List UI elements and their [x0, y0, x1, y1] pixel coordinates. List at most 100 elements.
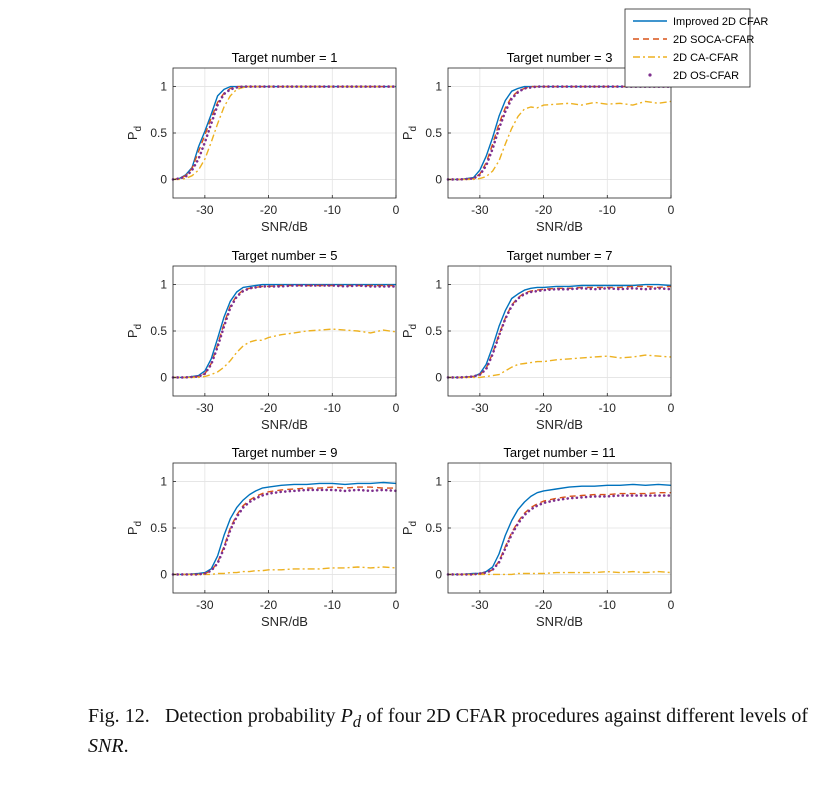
x-tick-label: -10: [599, 598, 617, 612]
caption-text-2: of four 2D CFAR procedures against diffe…: [366, 705, 809, 727]
subplot-title: Target number = 7: [507, 248, 613, 263]
subplot-5: -30 -20 -10 0 0 0.5 1 Target number = 9 SNR/dB Pd: [125, 445, 400, 629]
legend-label: 2D SOCA-CFAR: [673, 34, 754, 46]
x-tick-label: 0: [668, 598, 675, 612]
y-tick-label: 1: [435, 80, 442, 94]
x-tick-label: 0: [393, 401, 400, 415]
y-tick-label: 1: [160, 475, 167, 489]
x-tick-label: -10: [324, 401, 342, 415]
subplot-1: -30 -20 -10 0 0 0.5 1 Target number = 1 SNR/dB Pd: [125, 50, 400, 234]
x-axis-label: SNR/dB: [536, 219, 583, 234]
x-tick-label: 0: [393, 203, 400, 217]
caption-math-snr: SNR: [88, 735, 124, 757]
x-tick-label: -20: [535, 401, 553, 415]
legend-label: 2D CA-CFAR: [673, 52, 738, 64]
y-tick-label: 0.5: [425, 324, 442, 338]
y-axis-label-main: P: [400, 131, 415, 140]
series-line-improved-2d-cfar: [173, 283, 396, 379]
y-axis-label-main: P: [400, 526, 415, 535]
y-tick-label: 0.5: [425, 521, 442, 535]
x-tick-label: -10: [324, 598, 342, 612]
x-tick-label: -10: [324, 203, 342, 217]
y-axis-label: Pd: [400, 521, 419, 535]
x-axis-label: SNR/dB: [261, 417, 308, 432]
y-tick-label: 0: [160, 370, 167, 384]
subplot-title: Target number = 5: [232, 248, 338, 263]
series-line-2d-ca-cfar: [448, 570, 672, 576]
y-axis-label-main: P: [125, 329, 140, 338]
x-tick-label: 0: [393, 598, 400, 612]
y-tick-label: 1: [435, 475, 442, 489]
series-line-2d-ca-cfar: [448, 100, 672, 181]
subplot-title: Target number = 9: [232, 445, 338, 460]
x-tick-label: -20: [260, 598, 278, 612]
series-line-2d-os-cfar: [446, 286, 673, 379]
x-tick-label: 0: [668, 401, 675, 415]
subplot-title: Target number = 11: [503, 445, 615, 460]
figure-caption: Fig. 12. Detection probability Pd of fou…: [88, 704, 808, 759]
y-axis-label-sub: d: [408, 521, 419, 527]
caption-text-1: Detection probability: [164, 705, 336, 727]
y-axis-label-sub: d: [133, 521, 144, 527]
caption-math-pd: Pd: [340, 705, 362, 731]
y-tick-label: 0: [435, 370, 442, 384]
y-tick-label: 0.5: [425, 126, 442, 140]
x-axis-label: SNR/dB: [536, 417, 583, 432]
subplot-title: Target number = 1: [232, 50, 338, 65]
legend-swatch: [648, 73, 652, 77]
x-tick-label: 0: [668, 203, 675, 217]
x-tick-label: -30: [196, 203, 214, 217]
x-tick-label: -30: [471, 401, 489, 415]
series-line-improved-2d-cfar: [448, 283, 672, 379]
x-tick-label: -30: [471, 203, 489, 217]
series-line-improved-2d-cfar: [173, 481, 397, 576]
y-axis-label: Pd: [400, 126, 419, 140]
caption-label: Fig. 12.: [88, 705, 150, 727]
y-axis-label: Pd: [125, 521, 144, 535]
series-line-2d-os-cfar: [171, 284, 398, 379]
x-axis-label: SNR/dB: [536, 614, 583, 629]
x-tick-label: -30: [471, 598, 489, 612]
subplots: -30 -20 -10 0 0 0.5 1 Target number = 1 SNR/dB Pd…: [125, 50, 675, 629]
caption-math-p: P: [340, 705, 353, 727]
caption-math-d: d: [352, 712, 362, 731]
legend-label: 2D OS-CFAR: [673, 70, 739, 82]
legend: Improved 2D CFAR 2D SOCA-CFAR 2D CA-CFAR 2D…: [624, 8, 768, 88]
y-tick-label: 0.5: [150, 126, 167, 140]
x-axis-label: SNR/dB: [261, 614, 308, 629]
x-axis-label: SNR/dB: [261, 219, 308, 234]
x-tick-label: -20: [535, 598, 553, 612]
y-axis-label-main: P: [125, 131, 140, 140]
y-axis-label-main: P: [400, 329, 415, 338]
series-line-2d-os-cfar: [446, 494, 673, 576]
y-tick-label: 0: [160, 172, 167, 186]
y-tick-label: 0: [435, 172, 442, 186]
subplot-title: Target number = 3: [507, 50, 613, 65]
legend-box: [624, 8, 751, 88]
y-tick-label: 0: [435, 567, 442, 581]
series-line-2d-os-cfar: [171, 488, 398, 576]
y-axis-label: Pd: [400, 324, 419, 338]
series-line-2d-ca-cfar: [173, 566, 397, 576]
y-axis-label-sub: d: [133, 126, 144, 132]
caption-end: .: [123, 735, 129, 757]
x-tick-label: -20: [260, 203, 278, 217]
y-axis-label: Pd: [125, 126, 144, 140]
x-tick-label: -30: [196, 598, 214, 612]
series-line-2d-os-cfar: [171, 85, 398, 181]
y-axis-label-main: P: [125, 526, 140, 535]
subplot-4: -30 -20 -10 0 0 0.5 1 Target number = 7 SNR/dB Pd: [400, 248, 675, 432]
y-axis-label-sub: d: [133, 324, 144, 330]
subplot-2: -30 -20 -10 0 0 0.5 1 Target number = 3 SNR/dB Pd: [400, 50, 675, 234]
y-tick-label: 1: [160, 278, 167, 292]
y-tick-label: 0: [160, 567, 167, 581]
series-line-2d-soca-cfar: [173, 486, 396, 576]
y-tick-label: 0.5: [150, 521, 167, 535]
x-tick-label: -10: [599, 401, 617, 415]
subplot-3: -30 -20 -10 0 0 0.5 1 Target number = 5 SNR/dB Pd: [125, 248, 400, 432]
x-tick-label: -20: [535, 203, 553, 217]
y-axis-label: Pd: [125, 324, 144, 338]
series-line-2d-soca-cfar: [448, 285, 672, 379]
series-line-2d-soca-cfar: [448, 492, 671, 576]
